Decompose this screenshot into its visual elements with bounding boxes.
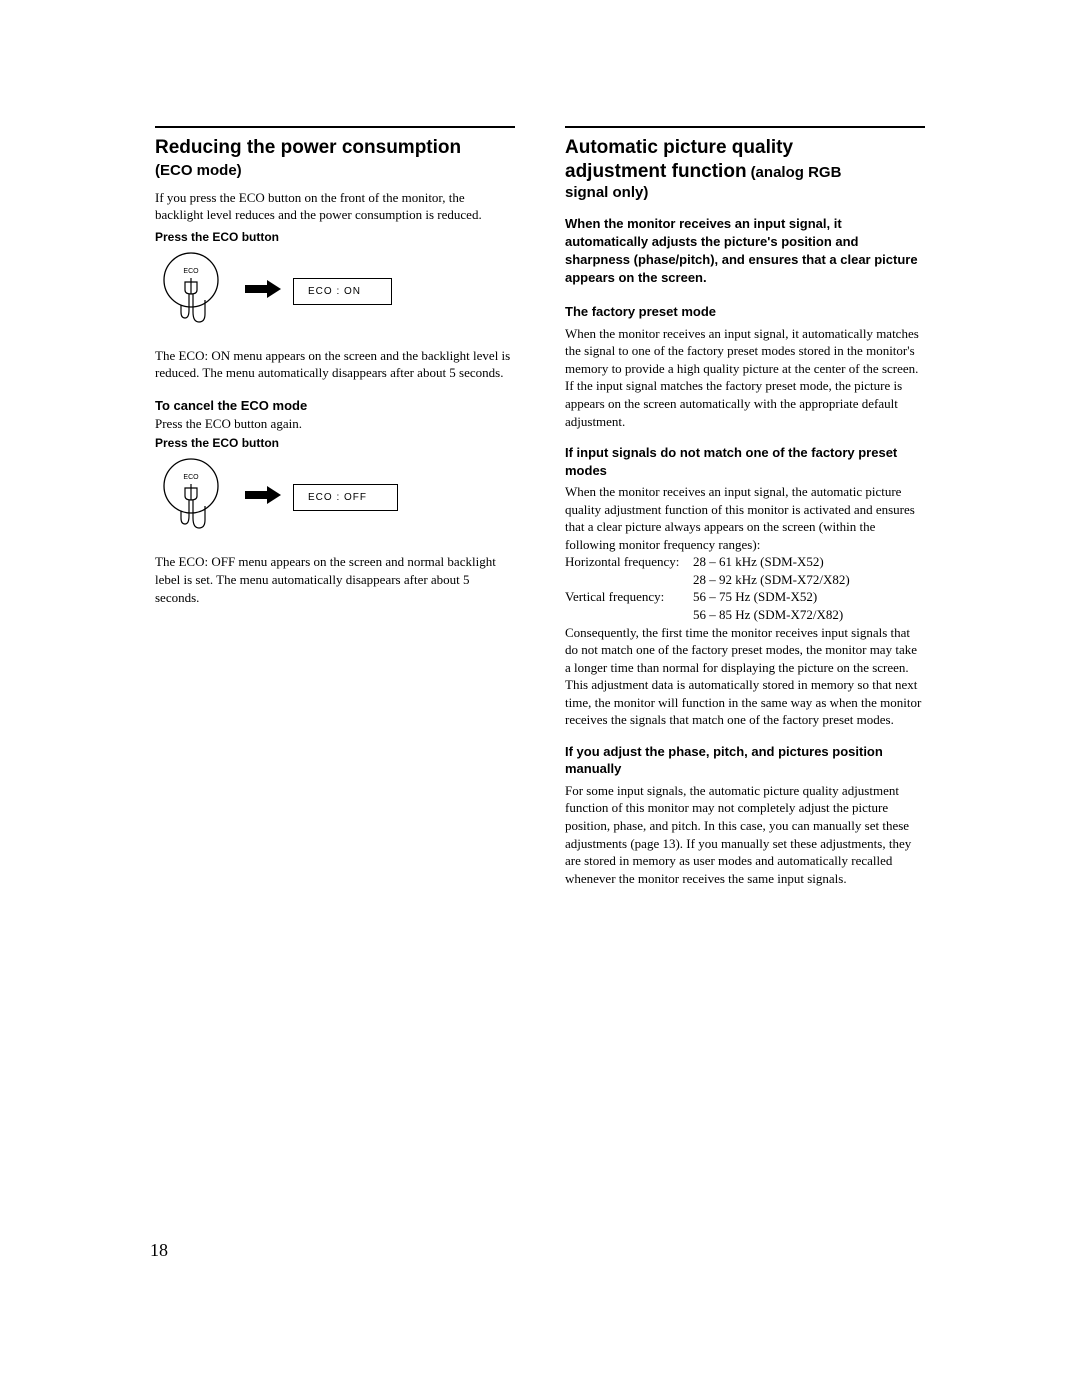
vf-row-2: 56 – 85 Hz (SDM-X72/X82) [565,606,925,624]
section-rule-2 [565,126,925,128]
hf-label: Horizontal frequency: [565,553,693,571]
eco-button-svg-2: ECO [155,456,233,534]
vf-value-2: 56 – 85 Hz (SDM-X72/X82) [693,606,843,624]
right-title-line2a: adjustment function [565,161,747,182]
right-intro-bold: When the monitor receives an input signa… [565,215,925,288]
hf-row-2: 28 – 92 kHz (SDM-X72/X82) [565,571,925,589]
vf-label: Vertical frequency: [565,588,693,606]
section-rule [155,126,515,128]
cancel-heading: To cancel the ECO mode [155,398,515,413]
sec3-body: For some input signals, the automatic pi… [565,782,925,887]
arrow-icon-2 [233,485,293,510]
figure-eco-off: ECO ECO : OFF [155,456,515,539]
eco-off-display-box: ECO : OFF [293,484,398,511]
page-number: 18 [150,1240,168,1261]
sec2-body1: When the monitor receives an input signa… [565,483,925,553]
eco-button-figure-2: ECO [155,456,233,539]
right-title-line3: signal only) [565,184,925,201]
eco-on-display-box: ECO : ON [293,278,392,305]
sec1-body: When the monitor receives an input signa… [565,325,925,430]
press-eco-label-2: Press the ECO button [155,436,515,450]
eco-off-text: ECO : OFF [293,484,398,511]
right-column: Automatic picture quality adjustment fun… [565,126,925,887]
sec2-body2: Consequently, the first time the monitor… [565,624,925,729]
hf-label-spacer [565,571,693,589]
hf-value-2: 28 – 92 kHz (SDM-X72/X82) [693,571,850,589]
sec1-heading: The factory preset mode [565,303,925,321]
page-content: Reducing the power consumption (ECO mode… [0,0,1080,887]
right-title-line2: adjustment function (analog RGB [565,160,925,184]
after-eco-on: The ECO: ON menu appears on the screen a… [155,347,515,382]
vf-value-1: 56 – 75 Hz (SDM-X52) [693,588,817,606]
arrow-icon [233,279,293,304]
right-title-line2b: (analog RGB [751,164,842,181]
left-title-line2: (ECO mode) [155,162,515,179]
eco-button-figure: ECO [155,250,233,333]
right-title-line1: Automatic picture quality [565,136,925,160]
cancel-body: Press the ECO button again. [155,415,515,433]
eco-on-text: ECO : ON [293,278,392,305]
sec2-heading: If input signals do not match one of the… [565,444,925,479]
hf-row-1: Horizontal frequency: 28 – 61 kHz (SDM-X… [565,553,925,571]
figure-eco-on: ECO ECO : ON [155,250,515,333]
sec3-heading: If you adjust the phase, pitch, and pict… [565,743,925,778]
svg-text:ECO: ECO [183,268,199,275]
left-title-line1: Reducing the power consumption [155,136,515,160]
after-eco-off: The ECO: OFF menu appears on the screen … [155,553,515,606]
left-intro: If you press the ECO button on the front… [155,189,515,224]
press-eco-label-1: Press the ECO button [155,230,515,244]
left-column: Reducing the power consumption (ECO mode… [155,126,515,887]
eco-button-svg: ECO [155,250,233,328]
vf-label-spacer [565,606,693,624]
svg-text:ECO: ECO [183,474,199,481]
vf-row-1: Vertical frequency: 56 – 75 Hz (SDM-X52) [565,588,925,606]
hf-value-1: 28 – 61 kHz (SDM-X52) [693,553,824,571]
